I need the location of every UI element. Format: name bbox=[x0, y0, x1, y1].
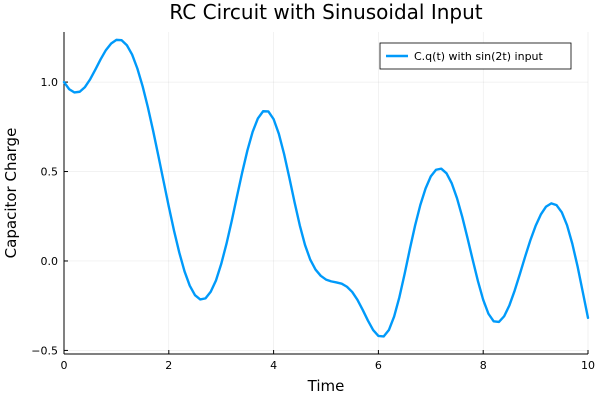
y-tick-label: 0.0 bbox=[41, 255, 59, 268]
y-tick-label: 0.5 bbox=[41, 166, 59, 179]
x-tick-label: 10 bbox=[581, 359, 595, 372]
y-tick-label: −0.5 bbox=[31, 344, 58, 357]
x-tick-label: 0 bbox=[61, 359, 68, 372]
y-tick-label: 1.0 bbox=[41, 76, 59, 89]
axes bbox=[63, 32, 588, 355]
chart-title: RC Circuit with Sinusoidal Input bbox=[169, 0, 482, 24]
legend-label: C.q(t) with sin(2t) input bbox=[414, 50, 544, 63]
series-line bbox=[62, 38, 590, 338]
x-ticks: 0 2 4 6 8 10 bbox=[61, 350, 595, 372]
x-tick-label: 6 bbox=[375, 359, 382, 372]
grid bbox=[63, 32, 589, 354]
legend-box bbox=[379, 42, 572, 70]
legend: C.q(t) with sin(2t) input bbox=[379, 42, 572, 70]
series-group bbox=[62, 38, 590, 338]
x-axis-label: Time bbox=[307, 377, 345, 395]
y-ticks: −0.5 0.0 0.5 1.0 bbox=[31, 76, 68, 357]
x-tick-label: 8 bbox=[480, 359, 487, 372]
y-axis-label: Capacitor Charge bbox=[2, 128, 20, 259]
x-tick-label: 4 bbox=[270, 359, 277, 372]
x-tick-label: 2 bbox=[165, 359, 172, 372]
